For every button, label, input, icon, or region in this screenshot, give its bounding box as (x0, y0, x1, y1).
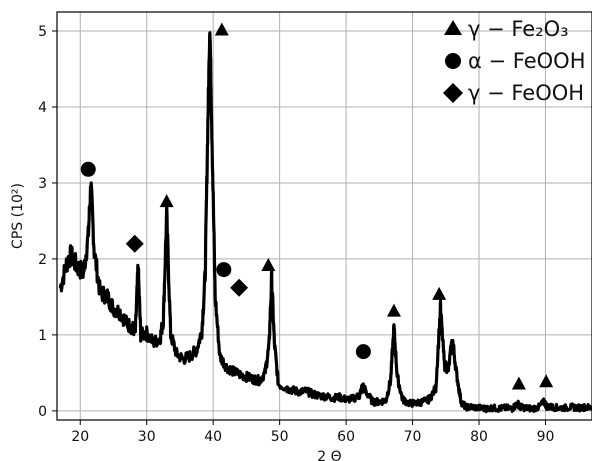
triangle-peak-marker (511, 376, 526, 390)
triangle-peak-marker (159, 194, 174, 208)
triangle-marker-icon (444, 20, 462, 35)
circle-peak-marker (355, 344, 371, 360)
diamond-marker-icon (443, 83, 463, 103)
circle-peak-marker (80, 161, 96, 177)
pattern-line (58, 31, 592, 414)
circle-marker-icon (445, 53, 461, 69)
x-tick-label: 90 (537, 429, 555, 445)
x-tick-label: 80 (470, 429, 488, 445)
x-tick-label: 20 (71, 429, 89, 445)
triangle-peak-marker (214, 22, 229, 36)
x-axis-label: 2 Θ (317, 449, 341, 461)
diffraction-pattern (58, 31, 592, 414)
y-tick-label: 0 (38, 404, 47, 420)
x-tick-label: 30 (138, 429, 156, 445)
circle-peak-marker (216, 262, 232, 278)
legend-label-gamma-fe2o3: γ − Fe₂O₃ (468, 17, 569, 41)
y-tick-label: 1 (38, 328, 47, 344)
y-tick-label: 4 (38, 100, 47, 116)
y-axis-label: CPS (10²) (10, 183, 26, 249)
y-tick-label: 2 (38, 252, 47, 268)
triangle-peak-marker (432, 286, 447, 300)
peak-markers (80, 22, 554, 390)
legend-label-alpha-feooh: α − FeOOH (468, 49, 586, 73)
diamond-peak-marker (125, 234, 144, 253)
triangle-peak-marker (539, 374, 554, 388)
y-tick-label: 3 (38, 176, 47, 192)
triangle-peak-marker (386, 303, 401, 317)
x-tick-label: 50 (271, 429, 289, 445)
triangle-peak-marker (261, 258, 276, 272)
plot-frame (56, 11, 592, 421)
x-tick-label: 40 (204, 429, 222, 445)
legend-item-gamma-fe2o3: γ − Fe₂O₃ (444, 17, 569, 41)
legend: γ − Fe₂O₃ α − FeOOH γ − FeOOH (443, 17, 586, 105)
axis-ticks: 20 30 40 50 60 70 80 90 0 1 2 3 4 5 (38, 24, 554, 445)
legend-item-alpha-feooh: α − FeOOH (445, 49, 586, 73)
grid (57, 12, 592, 420)
legend-label-gamma-feooh: γ − FeOOH (468, 81, 584, 105)
x-tick-label: 70 (404, 429, 422, 445)
x-tick-label: 60 (337, 429, 355, 445)
legend-item-gamma-feooh: γ − FeOOH (443, 81, 584, 105)
y-tick-label: 5 (38, 24, 47, 40)
diamond-peak-marker (230, 278, 249, 297)
